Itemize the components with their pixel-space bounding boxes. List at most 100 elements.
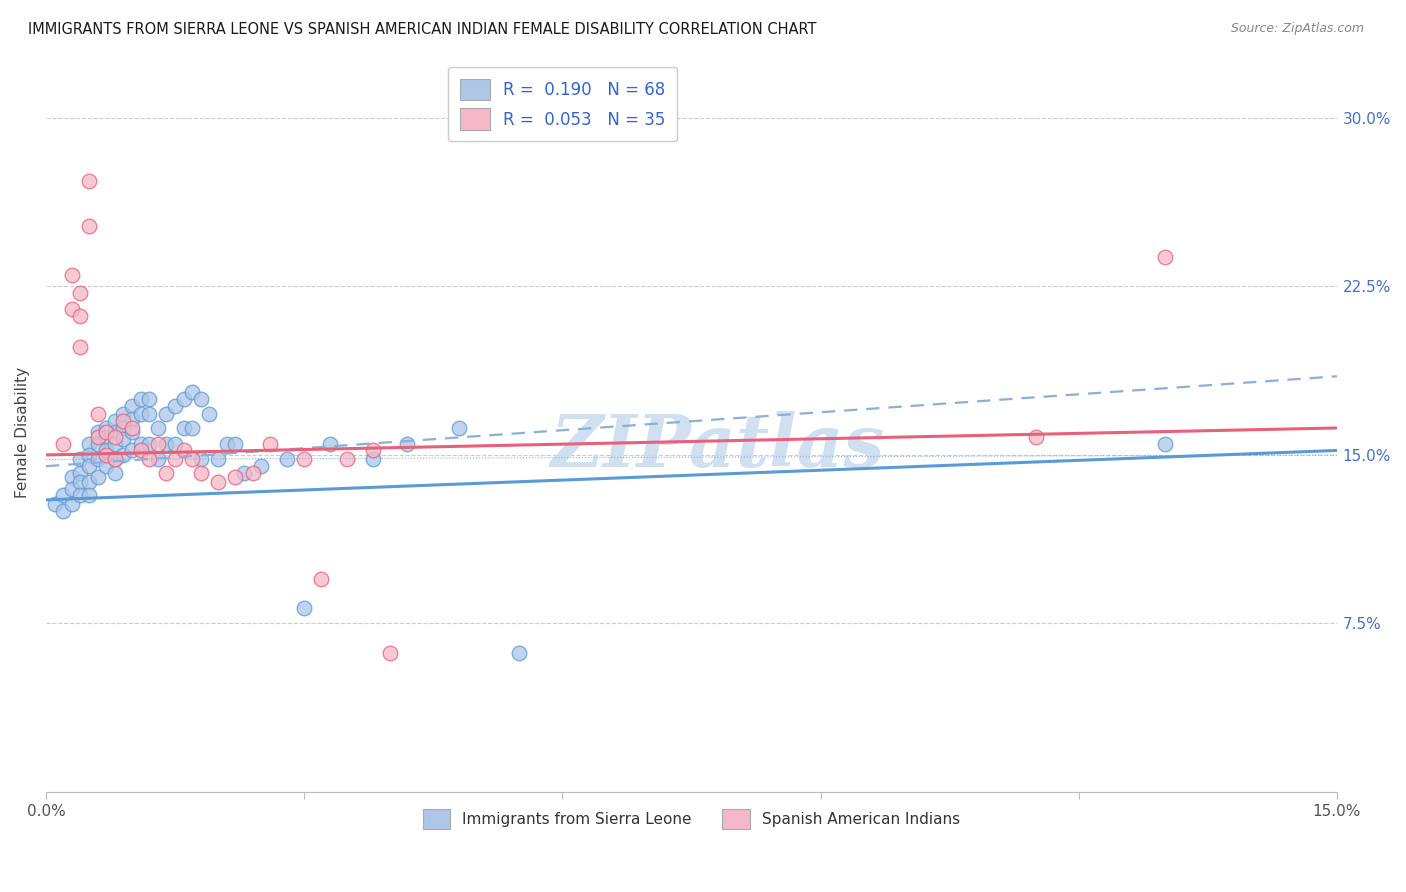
Point — [104, 436, 127, 450]
Point — [138, 452, 160, 467]
Point — [396, 436, 419, 450]
Point — [1153, 250, 1175, 264]
Point — [104, 452, 127, 467]
Point — [190, 466, 212, 480]
Point — [292, 600, 315, 615]
Point — [121, 421, 143, 435]
Point — [215, 436, 238, 450]
Point — [112, 408, 135, 422]
Point — [232, 466, 254, 480]
Point — [52, 488, 75, 502]
Point — [104, 452, 127, 467]
Point — [121, 425, 143, 440]
Point — [112, 432, 135, 446]
Point — [52, 504, 75, 518]
Point — [52, 436, 75, 450]
Point — [69, 340, 91, 354]
Point — [165, 436, 187, 450]
Point — [96, 443, 118, 458]
Point — [77, 174, 100, 188]
Point — [96, 459, 118, 474]
Point — [129, 408, 152, 422]
Point — [155, 408, 177, 422]
Point — [96, 421, 118, 435]
Point — [69, 286, 91, 301]
Point — [1025, 430, 1047, 444]
Point — [165, 399, 187, 413]
Point — [155, 436, 177, 450]
Text: Source: ZipAtlas.com: Source: ZipAtlas.com — [1230, 22, 1364, 36]
Point — [181, 452, 204, 467]
Point — [129, 392, 152, 406]
Point — [190, 452, 212, 467]
Text: ZIPatlas: ZIPatlas — [550, 411, 884, 483]
Point — [104, 466, 127, 480]
Point — [181, 384, 204, 399]
Point — [96, 430, 118, 444]
Point — [138, 392, 160, 406]
Point — [1153, 436, 1175, 450]
Point — [86, 425, 108, 440]
Point — [69, 475, 91, 489]
Point — [112, 448, 135, 462]
Point — [276, 452, 298, 467]
Point — [77, 475, 100, 489]
Point — [173, 392, 195, 406]
Point — [77, 219, 100, 233]
Point — [138, 408, 160, 422]
Point — [146, 421, 169, 435]
Point — [224, 436, 246, 450]
Point — [86, 470, 108, 484]
Point — [250, 459, 273, 474]
Point — [86, 408, 108, 422]
Point — [508, 646, 530, 660]
Point — [121, 443, 143, 458]
Point — [146, 452, 169, 467]
Point — [173, 421, 195, 435]
Y-axis label: Female Disability: Female Disability — [15, 367, 30, 498]
Point — [60, 470, 83, 484]
Point — [60, 268, 83, 283]
Point — [69, 466, 91, 480]
Point — [121, 412, 143, 426]
Point — [242, 466, 264, 480]
Point — [146, 436, 169, 450]
Point — [380, 646, 402, 660]
Point — [112, 414, 135, 428]
Point — [138, 436, 160, 450]
Point — [224, 470, 246, 484]
Point — [86, 430, 108, 444]
Point — [104, 430, 127, 444]
Point — [449, 421, 471, 435]
Point — [311, 572, 333, 586]
Point — [69, 309, 91, 323]
Point — [336, 452, 359, 467]
Point — [198, 408, 221, 422]
Point — [121, 399, 143, 413]
Point — [77, 436, 100, 450]
Point — [181, 421, 204, 435]
Point — [259, 436, 281, 450]
Legend: Immigrants from Sierra Leone, Spanish American Indians: Immigrants from Sierra Leone, Spanish Am… — [416, 803, 966, 835]
Point — [77, 448, 100, 462]
Point — [44, 497, 66, 511]
Point — [207, 452, 229, 467]
Point — [69, 488, 91, 502]
Point — [319, 436, 342, 450]
Point — [86, 436, 108, 450]
Text: IMMIGRANTS FROM SIERRA LEONE VS SPANISH AMERICAN INDIAN FEMALE DISABILITY CORREL: IMMIGRANTS FROM SIERRA LEONE VS SPANISH … — [28, 22, 817, 37]
Point — [96, 425, 118, 440]
Point — [104, 425, 127, 440]
Point — [86, 452, 108, 467]
Point — [60, 497, 83, 511]
Point — [292, 452, 315, 467]
Point — [155, 466, 177, 480]
Point — [60, 482, 83, 496]
Point — [77, 488, 100, 502]
Point — [96, 448, 118, 462]
Point — [207, 475, 229, 489]
Point — [129, 443, 152, 458]
Point — [361, 452, 384, 467]
Point — [104, 414, 127, 428]
Point — [77, 459, 100, 474]
